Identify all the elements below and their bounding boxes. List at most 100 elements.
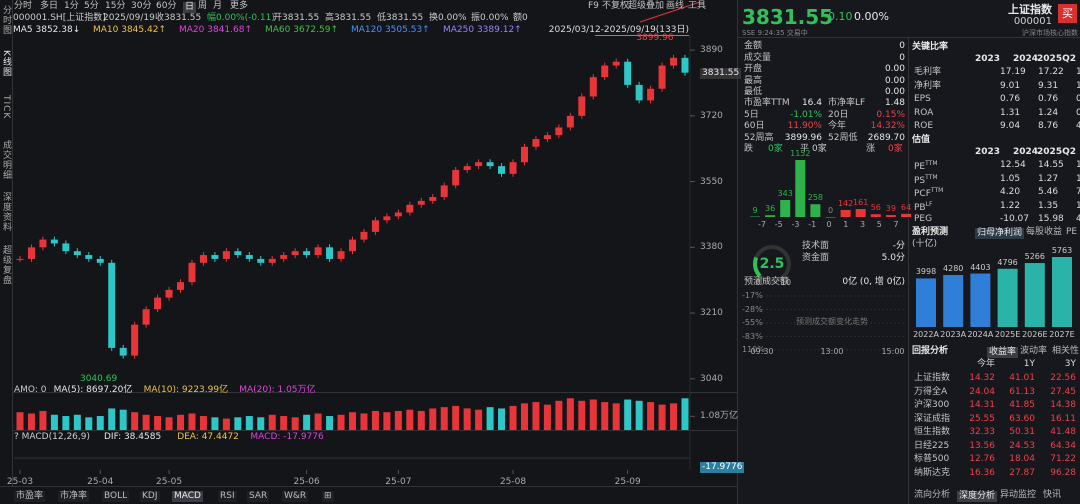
x-label: 1 [843, 220, 849, 229]
stat-value: 0.00 [884, 75, 905, 86]
quote-info: 开3831.55 [273, 13, 320, 23]
volume-bar [27, 413, 35, 430]
candle-body [635, 84, 643, 101]
indicator-tab[interactable]: W&R [282, 491, 309, 502]
cell: 14.38 [1050, 400, 1076, 410]
toolbar-tab[interactable]: 日 [183, 2, 197, 13]
breadth: 涨 [866, 144, 876, 154]
tab[interactable]: PE [1066, 227, 1078, 237]
toolbar-tab[interactable]: 多日 [40, 1, 59, 11]
cell: 7.99 [1076, 187, 1080, 197]
cell: 4.19 [1076, 214, 1080, 224]
label-superscript: TTM [930, 187, 944, 194]
toolbar-tab[interactable]: 月 [213, 1, 223, 11]
side-tab[interactable]: 分时图 [1, 5, 11, 35]
tab[interactable]: 每股收益 [1026, 227, 1063, 237]
x-label: -3 [791, 220, 800, 229]
volume-bar [50, 414, 58, 430]
label-superscript: LF [925, 200, 933, 208]
bar-value: 4796 [997, 257, 1018, 267]
panel-tab[interactable]: 深度分析 [957, 491, 998, 502]
volume-bar [349, 412, 356, 430]
y-tick-label: 3720 [700, 110, 723, 121]
indicator-tab[interactable]: SAR [247, 491, 270, 502]
toolbar-tab[interactable]: 更多 [230, 1, 249, 11]
volume-bar [578, 400, 586, 430]
section-title: 回报分析 [912, 346, 949, 356]
indicator-tab[interactable]: ⊞ [322, 491, 334, 502]
quote-info: 额0 [513, 13, 528, 23]
side-tab[interactable]: K线图 [1, 50, 11, 77]
candle-body [520, 146, 528, 163]
buy-button[interactable]: 买 [1062, 7, 1073, 20]
cell: 1.31 [1000, 107, 1021, 118]
earnings-bar [916, 278, 936, 327]
cell: 14.31 [969, 400, 995, 410]
bar-value: 5266 [1024, 252, 1045, 262]
toolbar-tab[interactable]: 60分 [156, 1, 177, 11]
candle-body [96, 258, 104, 263]
label-superscript: TTM [925, 160, 938, 167]
candle-body [406, 204, 414, 213]
indicator-tab[interactable]: RSI [218, 491, 237, 502]
x-tick-label: 25-07 [385, 477, 412, 487]
panel-tab[interactable]: 流向分析 [914, 490, 951, 500]
cell: 1.27 [1038, 173, 1059, 184]
row-label: PSTTM [914, 173, 938, 186]
ma-value: MA60 3672.59↑ [265, 25, 338, 35]
indicator-tab[interactable]: 市盈率 [14, 491, 46, 502]
toolbar-button[interactable]: F9 [588, 1, 599, 11]
indicator-tab[interactable]: BOLL [102, 491, 130, 502]
macd-info: DEA: 47.4472 [177, 432, 239, 442]
tab[interactable]: 波动率 [1020, 346, 1048, 356]
stat-value: 1.48 [884, 98, 905, 108]
tab[interactable]: 归母净利润 [975, 228, 1025, 239]
macd-info: ? MACD(12,26,9) [14, 432, 90, 442]
row-label: PETTM [914, 160, 938, 172]
row-label: 标普500 [914, 454, 950, 464]
side-tab[interactable]: 深度资料 [1, 192, 11, 232]
x-label: 2022A [913, 330, 939, 339]
toolbar-tab[interactable]: 5分 [84, 1, 99, 11]
cell: 24.04 [969, 386, 995, 397]
indicator-tab[interactable]: 市净率 [58, 491, 90, 502]
tab[interactable]: 收益率 [987, 347, 1019, 358]
candle-body [291, 251, 299, 256]
volume-bar [85, 417, 93, 430]
side-tab[interactable]: 超级复盘 [1, 245, 11, 285]
toolbar-button[interactable]: 画线 [666, 1, 685, 11]
toolbar-tab[interactable]: 周 [198, 1, 208, 11]
score-label: 技术面 [802, 241, 830, 251]
toolbar-tab[interactable]: 1分 [64, 1, 79, 11]
indicator-tab[interactable]: KDJ [140, 491, 160, 502]
change-pct: 0.00% [854, 10, 889, 23]
section-title: 关键比率 [912, 42, 949, 52]
stat-label: 52周高 [744, 132, 774, 143]
volume-bar [268, 414, 276, 430]
volume-bar [406, 409, 414, 430]
distribution-bar [840, 209, 851, 217]
indicator-tab[interactable]: MACD [172, 491, 203, 502]
toolbar-tab[interactable]: 30分 [131, 1, 152, 11]
cell: 96.28 [1050, 467, 1076, 478]
toolbar-tab[interactable]: 分时 [14, 1, 33, 11]
ma-value: MA20 3841.68↑ [179, 25, 252, 35]
candle-body [131, 324, 139, 356]
panel-tab[interactable]: 异动监控 [1000, 490, 1037, 500]
volume-bar [394, 410, 402, 430]
earnings-bar [997, 268, 1018, 327]
volume-bar [463, 408, 471, 430]
toolbar-button[interactable]: 不复权 [602, 1, 630, 11]
candle-body [452, 169, 460, 186]
tab[interactable]: 相关性 [1052, 346, 1080, 356]
score-value: 5.0分 [881, 253, 905, 263]
side-tab[interactable]: 成交明细 [1, 140, 11, 180]
toolbar-tab[interactable]: 15分 [105, 1, 126, 11]
bar-value: 161 [853, 198, 869, 208]
side-tab[interactable]: TICK [1, 95, 11, 120]
quote-info: 幅0.00%(-0.11) [207, 13, 275, 23]
toolbar-button[interactable]: 工具 [688, 1, 707, 11]
toolbar-button[interactable]: 超级叠加 [628, 1, 665, 11]
panel-tab[interactable]: 快讯 [1043, 490, 1062, 500]
x-tick-label: 25-08 [499, 477, 527, 487]
